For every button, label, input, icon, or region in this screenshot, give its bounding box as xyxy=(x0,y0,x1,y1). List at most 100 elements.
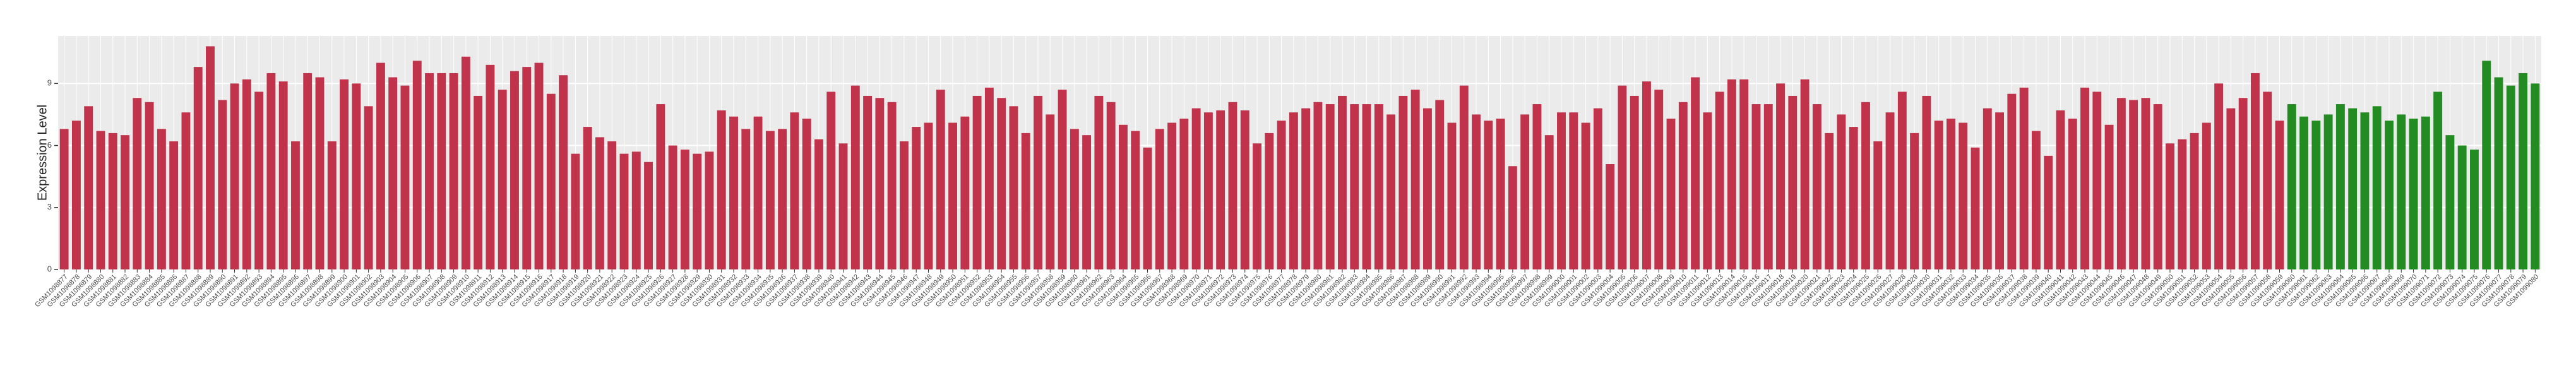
bar xyxy=(1447,122,1457,269)
bar xyxy=(656,104,665,269)
bar xyxy=(206,46,215,270)
bar xyxy=(1289,112,1298,269)
bar xyxy=(1678,102,1688,270)
bar xyxy=(2202,122,2211,269)
bar xyxy=(1119,124,1128,269)
bar xyxy=(1569,112,1578,269)
y-tick-label: 0 xyxy=(47,264,52,273)
bar xyxy=(2287,104,2296,269)
bar xyxy=(1715,92,1724,269)
bar xyxy=(1776,83,1785,269)
bar xyxy=(461,56,470,270)
bar xyxy=(741,129,751,269)
bar xyxy=(1959,122,1968,269)
bar xyxy=(790,112,799,269)
bar xyxy=(1082,135,1092,269)
bar xyxy=(705,151,714,269)
y-tick-label: 3 xyxy=(47,202,52,211)
bar xyxy=(2153,104,2162,269)
bar xyxy=(924,122,933,269)
bar xyxy=(1106,102,1116,270)
bar xyxy=(230,83,239,269)
bar xyxy=(1910,133,1919,269)
bar xyxy=(1922,95,1931,269)
bar xyxy=(960,116,970,269)
bar xyxy=(412,61,422,269)
bar xyxy=(2129,100,2138,269)
bar xyxy=(912,127,921,269)
bar xyxy=(997,98,1006,269)
bar xyxy=(1788,95,1798,269)
bar xyxy=(2506,85,2515,269)
bar xyxy=(2372,106,2382,269)
bar xyxy=(1691,77,1700,269)
bar xyxy=(1398,95,1408,269)
bar xyxy=(1812,104,1822,269)
bar xyxy=(340,79,349,270)
bar xyxy=(193,67,203,269)
bar xyxy=(2433,92,2443,269)
bar xyxy=(1143,147,1152,269)
bar xyxy=(2238,98,2248,269)
bar xyxy=(1046,114,1055,269)
bar xyxy=(2116,98,2126,269)
bar xyxy=(2494,77,2503,269)
bar xyxy=(887,102,897,270)
bar xyxy=(778,129,787,269)
bar xyxy=(1265,133,1274,269)
bar xyxy=(2311,121,2321,269)
bar xyxy=(157,129,166,269)
bar xyxy=(1630,95,1639,269)
bar xyxy=(1350,104,1359,269)
bar xyxy=(2531,83,2540,269)
bar xyxy=(2056,110,2065,269)
bar xyxy=(145,102,154,270)
bar xyxy=(169,141,179,269)
bar xyxy=(1800,79,1810,270)
bar xyxy=(814,139,823,269)
bar xyxy=(2019,87,2029,270)
bar xyxy=(1642,81,1651,269)
bar xyxy=(753,116,763,269)
bar xyxy=(972,95,982,269)
bar xyxy=(1825,133,1834,269)
bar xyxy=(2482,61,2491,269)
bar xyxy=(2445,135,2455,269)
bar xyxy=(1971,147,1980,269)
bar xyxy=(327,141,337,269)
bar xyxy=(2323,114,2333,269)
bar xyxy=(1277,121,1286,269)
bar xyxy=(826,92,836,269)
bar xyxy=(2250,73,2260,269)
bar xyxy=(1472,114,1481,269)
bar xyxy=(1934,121,1943,269)
bar xyxy=(546,93,556,270)
bar xyxy=(2141,98,2150,269)
bar xyxy=(936,90,945,269)
bar xyxy=(1873,141,1883,269)
bar xyxy=(668,145,677,269)
bar xyxy=(388,77,398,269)
bar xyxy=(364,106,373,269)
bar xyxy=(376,62,385,269)
bar xyxy=(693,153,702,269)
bar xyxy=(1508,166,1517,269)
bar xyxy=(437,73,446,269)
plot-background xyxy=(58,36,2541,269)
bar xyxy=(2348,108,2358,269)
bar xyxy=(2397,114,2406,269)
bar xyxy=(1386,114,1396,269)
bar xyxy=(1618,85,1627,269)
bar xyxy=(242,79,251,270)
bar xyxy=(1301,108,1311,269)
bar xyxy=(948,122,957,269)
bar xyxy=(1654,90,1664,269)
bar xyxy=(1544,135,1554,269)
bar xyxy=(875,98,885,269)
bar xyxy=(1034,95,1042,269)
bar xyxy=(121,135,129,269)
bar xyxy=(571,153,580,269)
bar xyxy=(498,90,507,269)
bar xyxy=(2007,93,2017,270)
